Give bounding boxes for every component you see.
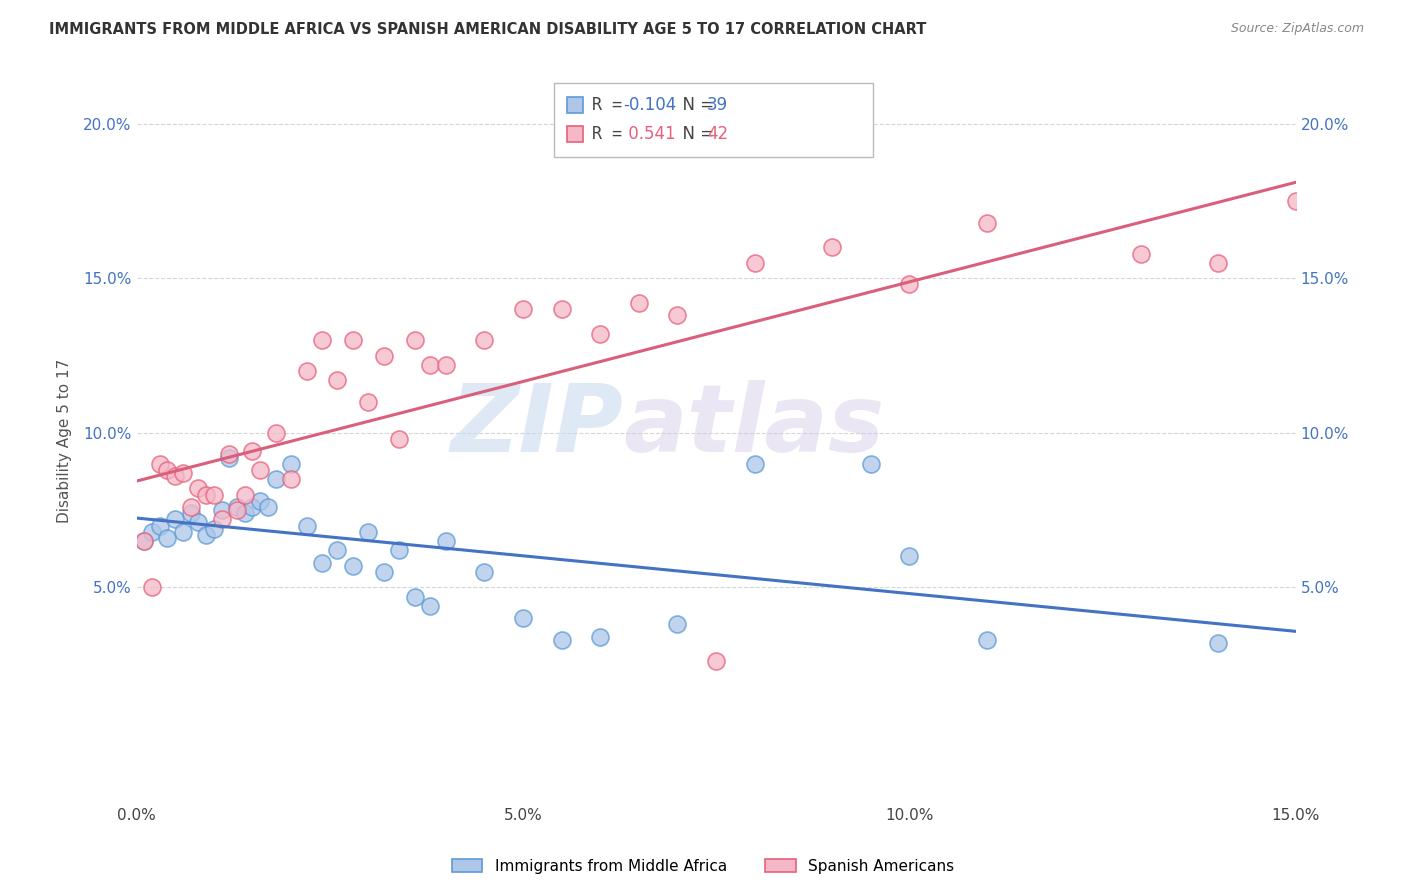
Point [264,472,287,486]
Point [172,524,194,539]
Point [218,447,240,461]
Point [195,487,218,501]
Point [202,522,225,536]
Point [311,556,333,570]
Point [264,425,287,440]
Point [419,358,441,372]
Point [311,333,333,347]
Point [165,512,187,526]
Point [550,302,572,317]
Text: 42: 42 [707,125,728,143]
Point [280,457,302,471]
Point [357,524,380,539]
Point [149,457,172,471]
Text: atlas: atlas [623,380,884,472]
Point [898,549,921,564]
Point [156,463,179,477]
Point [226,503,249,517]
Text: 0.541: 0.541 [623,125,676,143]
Point [388,543,411,558]
Text: -0.104: -0.104 [623,96,676,114]
Point [512,302,534,317]
Point [666,617,689,632]
Point [326,373,349,387]
Legend: Immigrants from Middle Africa, Spanish Americans: Immigrants from Middle Africa, Spanish A… [446,853,960,880]
Point [257,500,280,514]
Point [550,632,572,647]
Point [295,364,318,378]
Text: 39: 39 [707,96,728,114]
Point [666,309,689,323]
Point [419,599,441,613]
Point [141,580,163,594]
Point [342,558,364,573]
Text: ZIP: ZIP [450,380,623,472]
Point [211,512,233,526]
Point [156,531,179,545]
Point [589,326,612,341]
Point [187,482,209,496]
Text: N =: N = [672,96,720,114]
Point [249,493,271,508]
Text: IMMIGRANTS FROM MIDDLE AFRICA VS SPANISH AMERICAN DISABILITY AGE 5 TO 17 CORRELA: IMMIGRANTS FROM MIDDLE AFRICA VS SPANISH… [49,22,927,37]
Point [187,516,209,530]
Point [342,333,364,347]
Point [898,277,921,292]
Point [704,655,727,669]
Point [165,469,187,483]
Point [859,457,882,471]
Point [627,296,650,310]
Point [233,487,256,501]
Point [134,533,156,548]
FancyBboxPatch shape [554,83,873,157]
Point [404,590,426,604]
Point [821,240,844,254]
Point [249,463,271,477]
Point [744,457,766,471]
Text: R =: R = [592,96,633,114]
Point [172,466,194,480]
Point [218,450,240,465]
Point [472,333,495,347]
Point [744,256,766,270]
Point [976,632,998,647]
Point [280,472,302,486]
Point [242,500,264,514]
Point [388,432,411,446]
Point [589,630,612,644]
Point [202,487,225,501]
Text: N =: N = [672,125,720,143]
Point [233,506,256,520]
Point [195,528,218,542]
Point [149,518,172,533]
Point [472,565,495,579]
Point [1208,636,1230,650]
Point [242,444,264,458]
Point [434,358,457,372]
Point [434,533,457,548]
Point [1130,246,1153,260]
Point [404,333,426,347]
Point [326,543,349,558]
Point [976,216,998,230]
Point [180,506,202,520]
Point [141,524,163,539]
Point [211,503,233,517]
Point [180,500,202,514]
Point [373,349,395,363]
Point [295,518,318,533]
Point [512,611,534,625]
Text: Source: ZipAtlas.com: Source: ZipAtlas.com [1230,22,1364,36]
Point [373,565,395,579]
Point [1208,256,1230,270]
Point [357,395,380,409]
Y-axis label: Disability Age 5 to 17: Disability Age 5 to 17 [58,359,72,523]
Point [226,500,249,514]
Point [1284,194,1306,208]
Text: R =: R = [592,125,633,143]
Point [134,533,156,548]
